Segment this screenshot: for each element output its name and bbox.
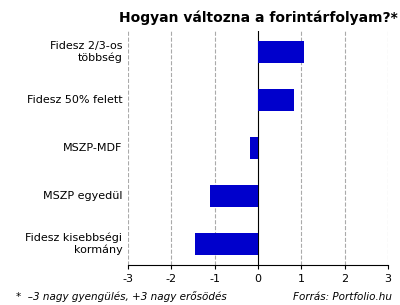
Bar	[250, 137, 258, 159]
Bar	[258, 89, 294, 111]
Bar	[210, 185, 258, 207]
Title: Hogyan változna a forintárfolyam?*: Hogyan változna a forintárfolyam?*	[119, 11, 397, 25]
Bar	[258, 41, 304, 63]
Bar	[195, 233, 258, 255]
Text: Forrás: Portfolio.hu: Forrás: Portfolio.hu	[293, 292, 392, 302]
Text: *  –3 nagy gyengülés, +3 nagy erősödés: * –3 nagy gyengülés, +3 nagy erősödés	[16, 291, 227, 302]
